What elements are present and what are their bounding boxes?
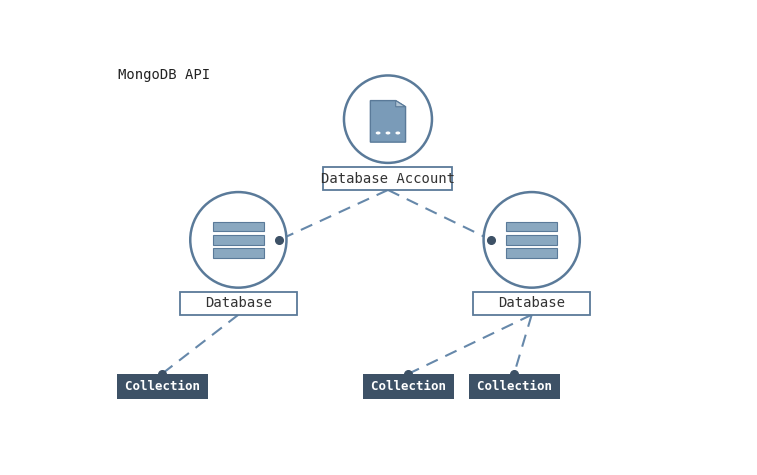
FancyBboxPatch shape xyxy=(469,374,559,399)
FancyBboxPatch shape xyxy=(117,374,207,399)
Polygon shape xyxy=(370,101,406,142)
Text: { Collection }: { Collection } xyxy=(356,380,461,393)
FancyBboxPatch shape xyxy=(363,374,454,399)
FancyBboxPatch shape xyxy=(213,248,263,258)
Polygon shape xyxy=(396,101,406,107)
Circle shape xyxy=(385,132,391,134)
Ellipse shape xyxy=(190,192,286,288)
FancyBboxPatch shape xyxy=(213,222,263,231)
Circle shape xyxy=(395,132,400,134)
Text: Database: Database xyxy=(205,296,272,310)
Text: { Collection }: { Collection } xyxy=(462,380,566,393)
FancyBboxPatch shape xyxy=(473,292,590,315)
Circle shape xyxy=(375,132,381,134)
Ellipse shape xyxy=(484,192,580,288)
FancyBboxPatch shape xyxy=(323,167,453,190)
Text: Database: Database xyxy=(498,296,565,310)
FancyBboxPatch shape xyxy=(506,235,557,245)
FancyBboxPatch shape xyxy=(506,248,557,258)
FancyBboxPatch shape xyxy=(179,292,297,315)
Ellipse shape xyxy=(344,76,432,163)
Text: { Collection }: { Collection } xyxy=(110,380,214,393)
Text: MongoDB API: MongoDB API xyxy=(118,68,210,82)
Text: Database Account: Database Account xyxy=(321,171,455,186)
FancyBboxPatch shape xyxy=(506,222,557,231)
FancyBboxPatch shape xyxy=(213,235,263,245)
